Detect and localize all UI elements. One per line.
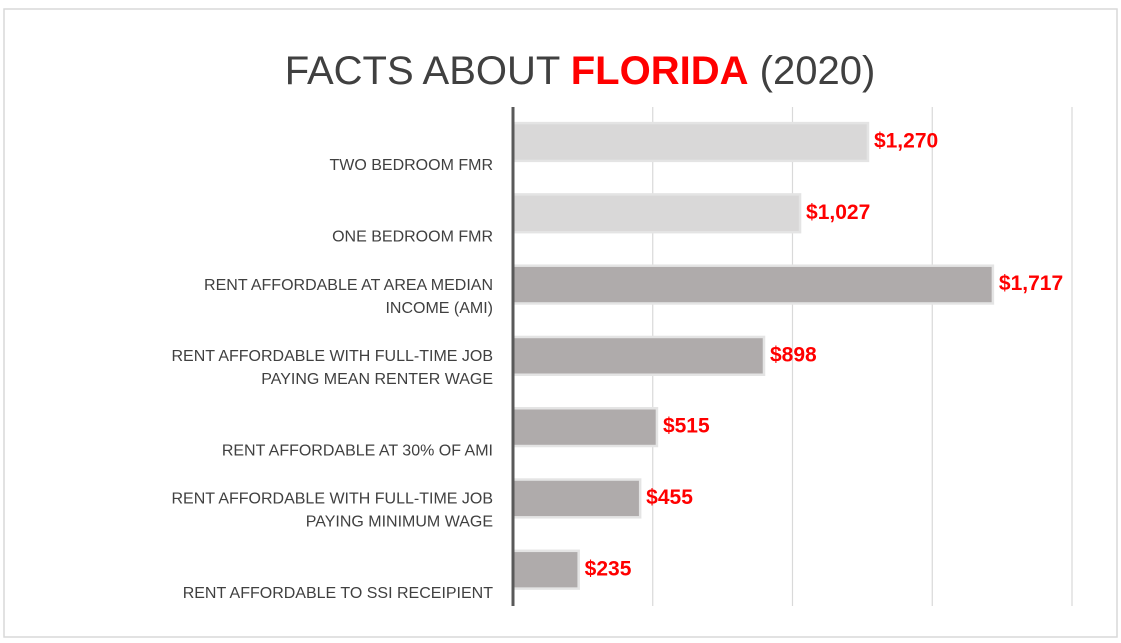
y-tick-label: RENT AFFORDABLE TO SSI RECEIPIENT xyxy=(183,585,494,602)
y-tick-label: RENT AFFORDABLE AT AREA MEDIAN xyxy=(204,277,493,294)
chart-frame xyxy=(3,8,1118,638)
bar xyxy=(511,407,659,448)
y-tick-label: RENT AFFORDABLE WITH FULL-TIME JOB xyxy=(171,348,493,365)
y-tick-label: ONE BEDROOM FMR xyxy=(332,229,493,246)
bar xyxy=(511,264,995,305)
data-label: $235 xyxy=(585,557,632,580)
data-label: $1,717 xyxy=(999,272,1063,295)
y-tick-label: INCOME (AMI) xyxy=(385,300,493,317)
bar xyxy=(511,193,802,234)
y-tick-label: TWO BEDROOM FMR xyxy=(329,157,493,174)
title-text: (2020) xyxy=(760,49,876,93)
chart-title: FACTS ABOUT FLORIDA (2020) xyxy=(285,49,876,93)
bar xyxy=(511,478,642,519)
bar xyxy=(511,335,766,376)
data-label: $455 xyxy=(646,486,693,509)
title-text: FACTS ABOUT xyxy=(285,49,560,93)
y-tick-label: RENT AFFORDABLE WITH FULL-TIME JOB xyxy=(171,491,493,508)
data-label: $515 xyxy=(663,415,710,438)
y-tick-label: RENT AFFORDABLE AT 30% OF AMI xyxy=(222,442,493,459)
bar xyxy=(511,549,580,590)
bar xyxy=(511,121,870,163)
y-tick-label: PAYING MINIMUM WAGE xyxy=(306,514,493,531)
data-label: $898 xyxy=(770,343,817,366)
y-tick-label: PAYING MEAN RENTER WAGE xyxy=(261,371,493,388)
data-label: $1,027 xyxy=(806,201,870,224)
title-highlight: FLORIDA xyxy=(571,49,749,93)
data-label: $1,270 xyxy=(874,130,938,153)
